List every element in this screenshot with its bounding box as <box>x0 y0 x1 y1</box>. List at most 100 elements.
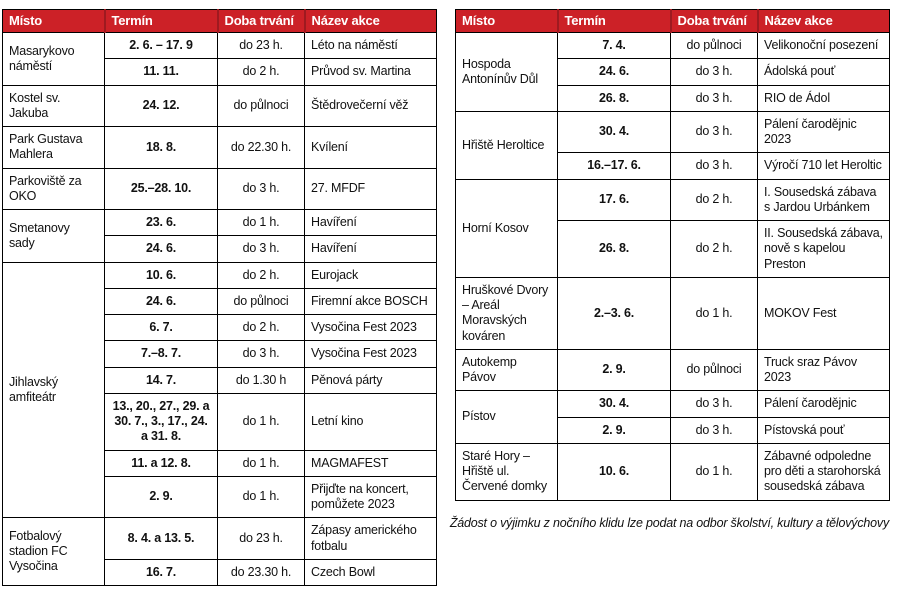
event-name-cell: Vysočina Fest 2023 <box>304 313 437 342</box>
event-row: 6. 7. do 2 h. Vysočina Fest 2023 <box>3 313 437 342</box>
event-name-cell: MAGMAFEST <box>304 449 437 477</box>
date-cell: 30. 4. <box>557 110 671 154</box>
event-row: Smetanovy sady 23. 6. do 1 h. Havíření <box>2 208 437 263</box>
place-cell: Kostel sv. Jakuba <box>2 84 105 127</box>
event-name-cell: Průvod sv. Martina <box>304 58 437 86</box>
event-name-cell: Velikonoční posezení <box>757 31 890 60</box>
event-name-cell: 27. MFDF <box>304 167 437 210</box>
date-cell: 18. 8. <box>104 126 218 169</box>
duration-cell: do 2 h. <box>217 261 305 289</box>
column-header-nazev-akce: Název akce <box>756 9 890 33</box>
event-row: Autokemp Pávov 2. 9. do půlnoci Truck sraz … <box>455 348 890 392</box>
event-row: 16.–17. 6. do 3 h. Výročí 710 let Heroltic <box>456 152 890 180</box>
event-row: Park Gustava Mahlera 18. 8. do 22.30 h. Kví… <box>2 126 437 169</box>
event-row: 16. 7. do 23.30 h. Czech Bowl <box>3 558 437 587</box>
date-cell: 17. 6. <box>557 178 671 221</box>
column-header-termin: Termín <box>556 9 671 33</box>
date-cell: 23. 6. <box>104 208 218 237</box>
date-cell: 10. 6. <box>104 261 218 289</box>
column-header-termin: Termín <box>103 9 218 33</box>
column-header-nazev-akce: Název akce <box>303 9 437 33</box>
place-cell: Staré Hory – Hřiště ul. Červené domky <box>455 442 558 501</box>
event-row: Hospoda Antonínův Důl 7. 4. do půlnoci Veli… <box>455 31 890 112</box>
date-cell: 16.–17. 6. <box>557 152 671 180</box>
duration-cell: do 3 h. <box>217 167 305 210</box>
place-cell: Parkoviště za OKO <box>2 167 105 210</box>
place-cell: Horní Kosov <box>455 178 558 278</box>
event-row: Horní Kosov 17. 6. do 2 h. I. Sousedská záb… <box>455 178 890 278</box>
duration-cell: do 3 h. <box>670 390 758 418</box>
date-cell: 24. 6. <box>104 235 218 263</box>
place-cell: Masarykovo náměstí <box>2 32 105 86</box>
date-cell: 10. 6. <box>557 442 671 501</box>
place-cell: Hruškové Dvory – Areál Moravských kováre… <box>455 276 558 350</box>
event-row: Jihlavský amfiteátr 10. 6. do 2 h. Eurojack <box>2 261 437 519</box>
duration-cell: do 3 h. <box>670 152 758 180</box>
date-cell: 7. 4. <box>557 31 671 60</box>
event-row: Fotbalový stadion FC Vysočina 8. 4. a 13.… <box>2 517 437 586</box>
event-name-cell: Pěnová párty <box>304 366 437 394</box>
event-name-cell: Zápasy amerického fotbalu <box>304 517 437 560</box>
duration-cell: do 23 h. <box>217 31 305 60</box>
duration-cell: do půlnoci <box>217 84 305 127</box>
place-cell: Hřiště Heroltice <box>455 110 558 180</box>
event-row: 13., 20., 27., 29. a 30. 7., 3., 17., 24… <box>3 392 437 451</box>
event-name-cell: Ádolská pouť <box>757 58 890 86</box>
duration-cell: do 1 h. <box>217 475 305 519</box>
duration-cell: do 1 h. <box>217 449 305 477</box>
event-row: 2. 9. do 3 h. Pístovská pouť <box>456 416 890 444</box>
duration-cell: do 23.30 h. <box>217 558 305 587</box>
column-header-doba-trvani: Doba trvání <box>216 9 305 33</box>
duration-cell: do 3 h. <box>217 235 305 263</box>
date-cell: 11. 11. <box>104 58 218 86</box>
duration-cell: do půlnoci <box>670 348 758 392</box>
left-events-table: Místo Termín Doba trvání Název akce Masaryko… <box>2 9 437 587</box>
event-row: 2. 9. do 1 h. Přijďte na koncert, pomůžete… <box>3 475 437 519</box>
event-name-cell: II. Sousedská zábava, nově s kapelou Pre… <box>757 220 890 278</box>
duration-cell: do 23 h. <box>217 517 305 560</box>
event-row: Staré Hory – Hřiště ul. Červené domky 10.… <box>455 442 890 501</box>
column-header-doba-trvani: Doba trvání <box>669 9 758 33</box>
duration-cell: do 3 h. <box>670 416 758 444</box>
date-cell: 6. 7. <box>104 313 218 342</box>
date-cell: 16. 7. <box>104 558 218 587</box>
event-name-cell: Havíření <box>304 235 437 263</box>
event-name-cell: Zábavné odpoledne pro děti a starohorská… <box>757 442 890 501</box>
event-row: Kostel sv. Jakuba 24. 12. do půlnoci Štědro… <box>2 84 437 127</box>
place-cell: Park Gustava Mahlera <box>2 126 105 169</box>
duration-cell: do 3 h. <box>670 110 758 154</box>
event-row: Parkoviště za OKO 25.–28. 10. do 3 h. 27. M… <box>2 167 437 210</box>
date-cell: 26. 8. <box>557 84 671 112</box>
column-header-misto: Místo <box>2 9 105 33</box>
place-cell: Jihlavský amfiteátr <box>2 261 105 519</box>
place-cell: Autokemp Pávov <box>455 348 558 392</box>
duration-cell: do 2 h. <box>217 313 305 342</box>
date-cell: 2. 9. <box>557 416 671 444</box>
duration-cell: do 1 h. <box>217 208 305 237</box>
event-name-cell: Štědrovečerní věž <box>304 84 437 127</box>
event-name-cell: MOKOV Fest <box>757 276 890 350</box>
duration-cell: do 1 h. <box>217 392 305 451</box>
event-name-cell: Pístovská pouť <box>757 416 890 444</box>
footnote: Žádost o výjimku z nočního klidu lze pod… <box>449 516 889 530</box>
right-events-table: Místo Termín Doba trvání Název akce Hospoda … <box>455 9 890 501</box>
duration-cell: do půlnoci <box>670 31 758 60</box>
duration-cell: do půlnoci <box>217 287 305 316</box>
duration-cell: do 1 h. <box>670 442 758 501</box>
date-cell: 2. 6. – 17. 9 <box>104 31 218 60</box>
event-row: 11. a 12. 8. do 1 h. MAGMAFEST <box>3 449 437 477</box>
date-cell: 13., 20., 27., 29. a 30. 7., 3., 17., 24… <box>104 392 218 451</box>
duration-cell: do 2 h. <box>670 220 758 278</box>
event-row: 26. 8. do 2 h. II. Sousedská zábava, nově … <box>456 220 890 278</box>
date-cell: 25.–28. 10. <box>104 167 218 210</box>
event-row: 7.–8. 7. do 3 h. Vysočina Fest 2023 <box>3 340 437 368</box>
event-name-cell: Czech Bowl <box>304 558 437 587</box>
event-name-cell: I. Sousedská zábava s Jardou Urbánkem <box>757 178 890 221</box>
event-name-cell: Pálení čarodějnic <box>757 390 890 418</box>
event-name-cell: Výročí 710 let Heroltic <box>757 152 890 180</box>
duration-cell: do 3 h. <box>217 340 305 368</box>
header-row: Místo Termín Doba trvání Název akce <box>2 9 437 33</box>
duration-cell: do 22.30 h. <box>217 126 305 169</box>
duration-cell: do 3 h. <box>670 84 758 112</box>
